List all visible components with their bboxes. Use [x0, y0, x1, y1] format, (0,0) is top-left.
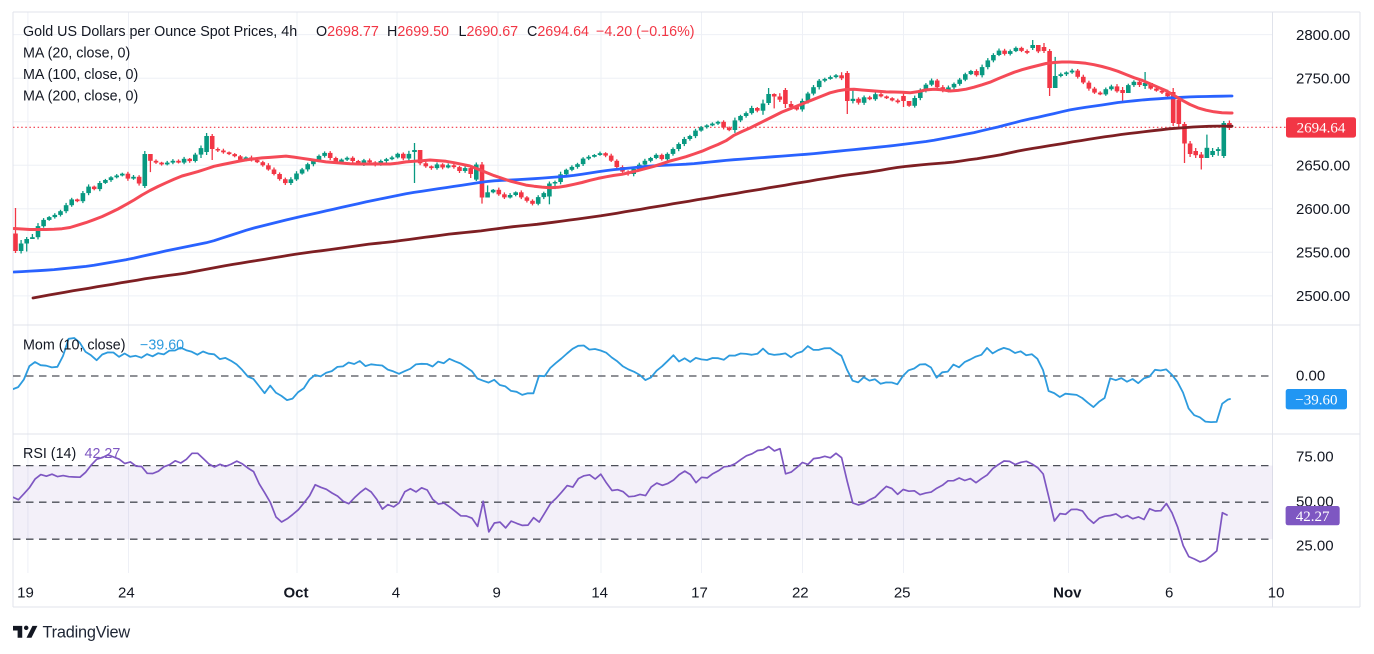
svg-text:C2694.64: C2694.64: [527, 24, 589, 40]
svg-text:24: 24: [118, 584, 135, 601]
svg-text:4: 4: [392, 584, 400, 601]
svg-text:17: 17: [691, 584, 708, 601]
svg-text:Nov: Nov: [1053, 584, 1082, 601]
svg-text:Gold US Dollars per Ounce Spot: Gold US Dollars per Ounce Spot Prices, 4…: [23, 24, 297, 40]
svg-text:H2699.50: H2699.50: [387, 24, 449, 40]
svg-text:MA (100, close, 0): MA (100, close, 0): [23, 67, 138, 83]
svg-text:O2698.77: O2698.77: [316, 24, 379, 40]
svg-text:22: 22: [792, 584, 809, 601]
svg-text:9: 9: [493, 584, 501, 601]
svg-text:2550.00: 2550.00: [1296, 245, 1350, 262]
svg-text:TradingView: TradingView: [43, 624, 131, 642]
svg-text:2600.00: 2600.00: [1296, 201, 1350, 218]
svg-text:RSI (14)42.27: RSI (14) 42.27: [23, 446, 120, 462]
svg-text:2650.00: 2650.00: [1296, 157, 1350, 174]
svg-text:MA (20, close, 0): MA (20, close, 0): [23, 45, 130, 61]
svg-text:6: 6: [1165, 584, 1173, 601]
svg-text:Oct: Oct: [283, 584, 308, 601]
svg-text:L2690.67: L2690.67: [459, 24, 519, 40]
svg-text:42.27: 42.27: [1296, 509, 1330, 525]
svg-text:2694.64: 2694.64: [1297, 121, 1346, 137]
svg-text:10: 10: [1268, 584, 1285, 601]
svg-text:−4.20 (−0.16%): −4.20 (−0.16%): [596, 24, 695, 40]
svg-text:−39.60: −39.60: [1295, 393, 1337, 409]
svg-text:2750.00: 2750.00: [1296, 70, 1350, 87]
svg-text:19: 19: [17, 584, 34, 601]
svg-text:25.00: 25.00: [1296, 538, 1334, 555]
svg-text:Mom (10, close)−39.60: Mom (10, close) −39.60: [23, 338, 184, 354]
svg-text:14: 14: [591, 584, 608, 601]
svg-text:25: 25: [894, 584, 911, 601]
svg-text:2500.00: 2500.00: [1296, 288, 1350, 305]
svg-text:0.00: 0.00: [1296, 368, 1325, 385]
svg-text:75.00: 75.00: [1296, 448, 1334, 465]
svg-text:2800.00: 2800.00: [1296, 27, 1350, 44]
svg-text:MA (200, close, 0): MA (200, close, 0): [23, 89, 138, 105]
